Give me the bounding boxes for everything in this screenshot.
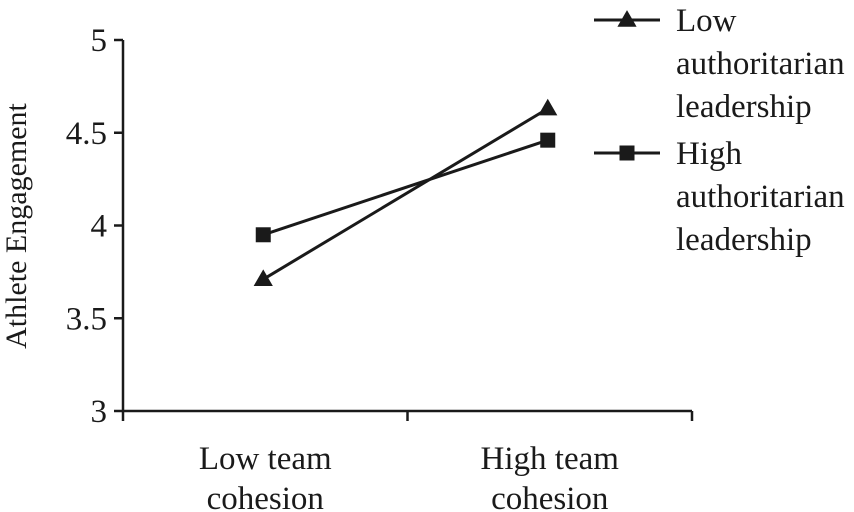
y-tick-label: 5 [91, 23, 108, 59]
y-tick-label: 3.5 [66, 301, 107, 337]
x-axis-categories: Low team cohesion High team cohesion [199, 441, 619, 512]
y-tick-label: 3 [91, 394, 108, 430]
legend-marker-2 [619, 145, 635, 161]
series-line-2 [262, 138, 549, 237]
axes [121, 40, 694, 421]
legend-marker-1 [617, 10, 637, 27]
series-line-1 [262, 107, 549, 281]
y-tick-label: 4.5 [66, 116, 107, 152]
data-point-series-2-2 [540, 132, 556, 148]
y-tick-label: 4 [91, 209, 108, 245]
x-category-label: High team cohesion [481, 441, 620, 512]
y-axis-ticks: 3 3.5 4 4.5 5 [66, 23, 123, 430]
data-point-series-1-1 [253, 269, 273, 287]
y-axis-label: Athlete Engagement [0, 102, 33, 348]
legend-label-1: Low authoritarian leadership [676, 3, 845, 125]
data-point-series-2-1 [255, 227, 271, 243]
legend-label-2: High authoritarian leadership [676, 136, 845, 258]
x-category-label: Low team cohesion [199, 441, 332, 512]
series-layer [253, 98, 558, 287]
data-point-series-1-2 [538, 98, 558, 116]
